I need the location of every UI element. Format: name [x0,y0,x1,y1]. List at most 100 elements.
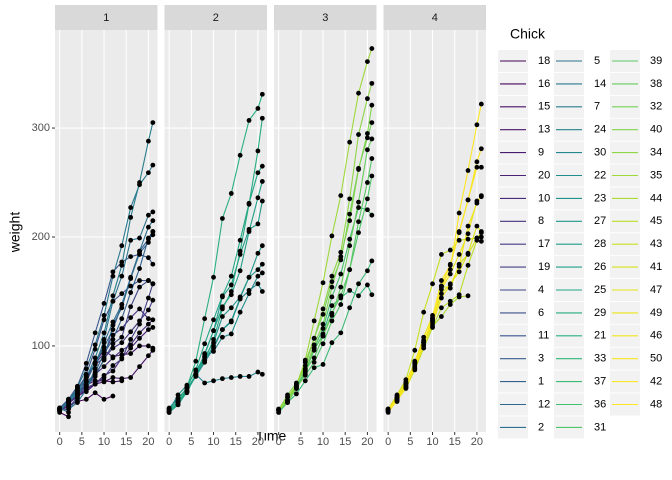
y-tick-label: 200 [32,231,50,243]
point [193,367,199,373]
point [285,399,290,404]
point [302,366,308,372]
point [356,199,361,205]
point [101,356,107,362]
point [101,379,107,385]
point [412,347,418,353]
point [347,243,353,249]
point [294,382,299,388]
point [110,269,116,275]
point [220,376,225,382]
point [237,295,243,301]
point [119,347,125,353]
x-tick-label: 10 [426,436,438,448]
point [403,379,409,385]
point [329,233,335,239]
point [220,334,225,340]
point [137,235,142,241]
x-tick-label: 10 [98,436,110,448]
point [259,289,265,294]
point [146,255,151,261]
point [110,273,116,279]
legend-label: 40 [650,124,662,136]
point [202,316,208,322]
point [146,343,151,349]
point [137,248,142,254]
point [146,138,151,144]
point [329,303,335,309]
point [211,348,216,354]
point [110,345,116,351]
point [193,358,199,364]
point [110,332,116,338]
point [320,311,326,317]
point [146,353,151,359]
point [430,281,435,287]
legend-label: 13 [538,124,550,136]
point [394,398,400,403]
point [465,236,471,242]
point [101,301,107,306]
legend-label: 18 [538,55,550,67]
point [356,90,361,96]
point [119,262,125,268]
point [119,316,125,322]
point [110,368,116,374]
point [119,326,125,331]
point [456,252,462,257]
point [220,327,225,332]
point [66,406,71,412]
point [456,237,462,243]
point [146,327,151,332]
point [311,355,317,361]
point [110,327,116,332]
panel-background [164,30,267,432]
point [101,336,107,342]
point [237,152,243,158]
point [211,378,216,384]
point [302,378,308,384]
legend-label: 17 [538,238,550,250]
point [128,254,134,260]
legend-label: 2 [538,421,544,433]
point [184,384,190,390]
point [421,309,427,315]
point [456,230,462,236]
point [365,59,370,64]
legend-label: 46 [650,330,662,342]
point [128,351,134,356]
point [465,231,471,237]
point [365,196,370,202]
legend-label: 19 [538,261,550,273]
point [101,344,107,350]
x-tick-label: 0 [166,436,172,448]
point [259,270,265,276]
legend-label: 44 [650,192,662,204]
strip-text: 2 [213,12,219,24]
legend-label: 5 [594,55,600,67]
point [255,250,261,256]
point [110,293,116,299]
legend-label: 1 [538,376,544,388]
x-tick-label: 20 [252,436,264,448]
legend-label: 34 [650,147,662,159]
point [146,307,151,313]
point [369,120,375,126]
point [237,374,243,379]
point [478,234,484,240]
point [311,335,317,341]
point [228,375,234,380]
point [421,339,427,344]
y-tick-label: 300 [32,122,50,134]
point [246,118,252,123]
legend-label: 28 [594,238,606,250]
x-tick-label: 20 [361,436,373,448]
point [369,292,375,298]
point [369,80,375,86]
point [92,342,98,348]
point [166,408,172,414]
point [110,319,116,325]
point [478,238,484,244]
legend-label: 14 [594,78,606,90]
point [302,371,308,377]
